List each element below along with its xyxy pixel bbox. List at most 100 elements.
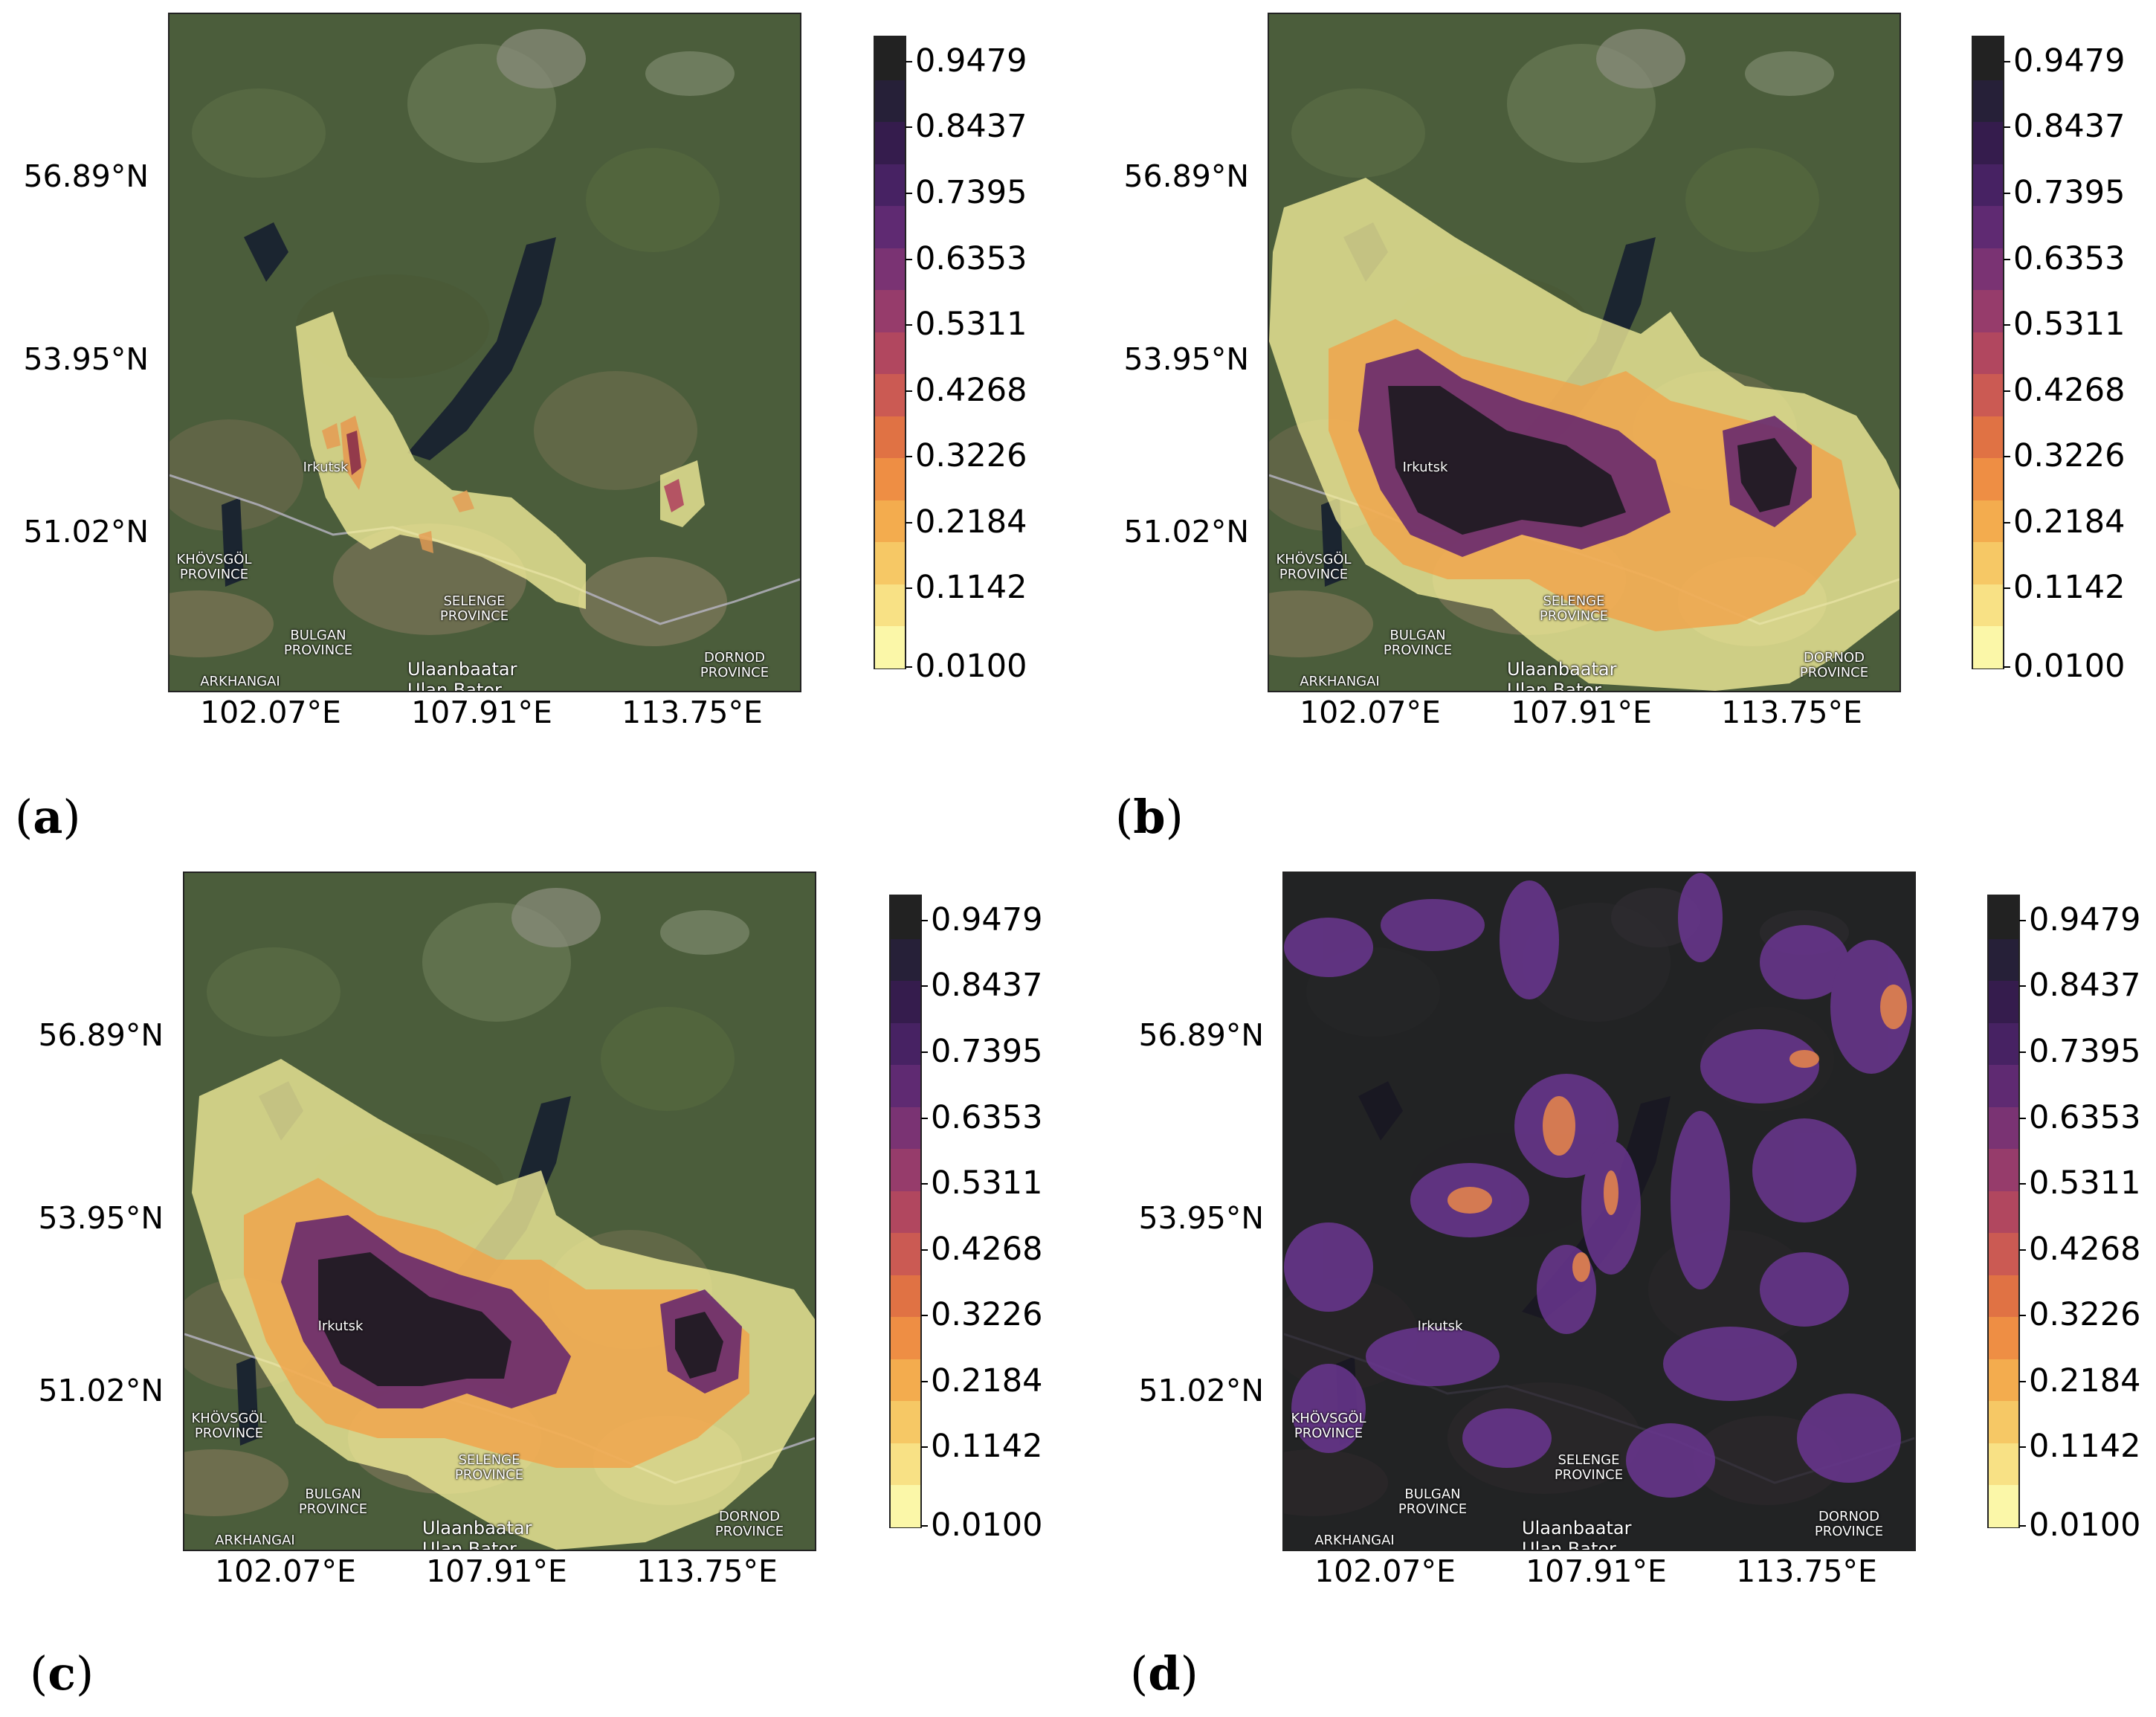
colorbar-segment	[1989, 938, 2018, 982]
colorbar-segment	[875, 247, 905, 291]
colorbar-tick	[921, 1380, 928, 1382]
colorbar-tick-label: 0.9479	[931, 901, 1043, 938]
colorbar-segment	[891, 938, 920, 982]
place-label: BULGAN PROVINCE	[1383, 628, 1453, 658]
colorbar-segment	[891, 1358, 920, 1402]
colorbar-tick-label: 0.0100	[915, 648, 1027, 685]
colorbar-segment	[1989, 1232, 2018, 1275]
colorbar-segment	[875, 415, 905, 459]
colorbar-tick	[2004, 390, 2010, 392]
colorbar-segment	[891, 1064, 920, 1107]
colorbar-segment	[891, 980, 920, 1023]
place-label: Irkutsk	[1402, 460, 1448, 475]
colorbar	[1987, 895, 2020, 1528]
x-tick-label: 102.07°E	[215, 1553, 356, 1589]
colorbar-tick	[906, 126, 912, 129]
colorbar-tick-label: 0.4268	[2013, 371, 2126, 409]
colorbar-segment	[1973, 79, 2003, 123]
colorbar-tick	[2004, 456, 2010, 458]
colorbar-segment	[1989, 1442, 2018, 1486]
place-label: ARKHANGAI	[200, 674, 280, 689]
place-label: Ulaanbaatar	[407, 659, 517, 680]
place-label: BULGAN PROVINCE	[298, 1486, 368, 1517]
colorbar-tick	[2019, 1380, 2026, 1382]
colorbar-segment	[1989, 1190, 2018, 1234]
colorbar-tick	[2004, 126, 2010, 129]
y-tick-label: 51.02°N	[38, 1373, 164, 1408]
colorbar-segment	[875, 331, 905, 375]
colorbar-tick-label: 0.8437	[2029, 967, 2141, 1005]
colorbar-segment	[1973, 121, 2003, 164]
colorbar-tick	[2019, 985, 2026, 988]
place-label: DORNOD PROVINCE	[1814, 1509, 1884, 1539]
x-tick-label: 113.75°E	[622, 695, 763, 730]
y-tick-label: 56.89°N	[1138, 1017, 1264, 1053]
y-tick-label: 51.02°N	[1123, 514, 1249, 550]
y-tick-label: 51.02°N	[23, 514, 149, 550]
x-tick-label: 113.75°E	[1736, 1553, 1877, 1589]
panel-b: Irkutsk KHÖVSGÖL PROVINCE BULGAN PROVINCE SEL…	[1078, 0, 2156, 858]
panel-label: (a)	[15, 790, 81, 844]
probability-overlay	[1269, 178, 1900, 691]
colorbar-tick-label: 0.4268	[2029, 1230, 2141, 1268]
colorbar-segment	[875, 499, 905, 543]
colorbar-segment	[1973, 541, 2003, 584]
colorbar-segment	[1989, 980, 2018, 1023]
x-tick-label: 107.91°E	[426, 1553, 567, 1589]
place-label: SELENGE PROVINCE	[1554, 1452, 1624, 1483]
y-tick-label: 56.89°N	[1123, 158, 1249, 194]
x-tick-label: 102.07°E	[1314, 1553, 1456, 1589]
y-tick-label: 53.95°N	[1123, 341, 1249, 377]
colorbar-tick	[906, 587, 912, 590]
panel-label: (d)	[1130, 1646, 1198, 1701]
colorbar-segment	[1989, 1064, 2018, 1107]
colorbar-tick-label: 0.7395	[915, 174, 1027, 212]
colorbar-tick	[2019, 919, 2026, 921]
colorbar-segment	[891, 1442, 920, 1486]
colorbar-tick	[2004, 587, 2010, 590]
colorbar-tick-label: 0.7395	[2013, 174, 2126, 212]
probability-overlay	[1284, 873, 1914, 1550]
place-label: KHÖVSGÖL PROVINCE	[1276, 552, 1352, 582]
y-tick-label: 56.89°N	[23, 158, 149, 194]
x-tick-label: 113.75°E	[636, 1553, 778, 1589]
place-label: DORNOD PROVINCE	[714, 1509, 784, 1539]
place-label: ARKHANGAI	[1300, 674, 1380, 689]
colorbar-tick-label: 0.8437	[915, 108, 1027, 146]
place-label: KHÖVSGÖL PROVINCE	[191, 1411, 267, 1441]
colorbar-tick	[2019, 1051, 2026, 1054]
lake-baikal	[1507, 237, 1656, 460]
colorbar-segment	[875, 583, 905, 627]
place-label: ARKHANGAI	[215, 1533, 295, 1548]
colorbar-segment	[1989, 896, 2018, 939]
place-label: Ulan Bator	[422, 1539, 517, 1551]
panel-label: (c)	[30, 1646, 94, 1701]
colorbar-tick	[906, 193, 912, 195]
colorbar-segment	[891, 896, 920, 939]
colorbar-segment	[1973, 37, 2003, 80]
colorbar-tick	[2019, 1446, 2026, 1449]
place-label: DORNOD PROVINCE	[700, 650, 769, 680]
colorbar-segment	[1989, 1022, 2018, 1066]
colorbar-segment	[875, 121, 905, 164]
lake-baikal	[407, 237, 556, 460]
colorbar-tick	[921, 1315, 928, 1317]
place-label: Ulaanbaatar	[422, 1518, 532, 1539]
colorbar-segment	[1973, 583, 2003, 627]
probability-overlay	[296, 312, 705, 609]
colorbar-segment	[875, 541, 905, 584]
colorbar-tick	[906, 324, 912, 326]
colorbar-tick	[921, 1249, 928, 1251]
colorbar-segment	[891, 1106, 920, 1150]
colorbar-segment	[891, 1484, 920, 1527]
colorbar-tick	[921, 1117, 928, 1119]
colorbar-segment	[1973, 373, 2003, 416]
colorbar-segment	[891, 1316, 920, 1359]
colorbar-tick	[921, 1525, 928, 1527]
colorbar-tick-label: 0.3226	[2029, 1296, 2141, 1334]
colorbar-tick	[906, 258, 912, 260]
colorbar-tick-label: 0.0100	[2029, 1507, 2141, 1544]
colorbar-segment	[1989, 1148, 2018, 1191]
x-tick-label: 107.91°E	[1526, 1553, 1667, 1589]
place-label: Ulan Bator	[1507, 680, 1601, 692]
